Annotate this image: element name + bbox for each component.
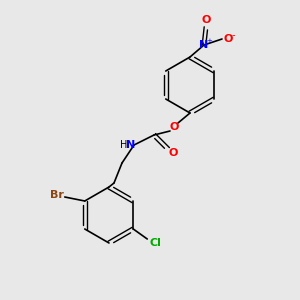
Text: H: H	[120, 140, 128, 150]
Text: N: N	[126, 140, 136, 150]
Text: O: O	[201, 15, 211, 25]
Text: O: O	[168, 148, 178, 158]
Text: Br: Br	[50, 190, 64, 200]
Text: O: O	[169, 122, 179, 132]
Text: N: N	[200, 40, 208, 50]
Text: Cl: Cl	[149, 238, 161, 248]
Text: +: +	[206, 38, 212, 44]
Text: -: -	[231, 30, 235, 40]
Text: O: O	[223, 34, 233, 44]
